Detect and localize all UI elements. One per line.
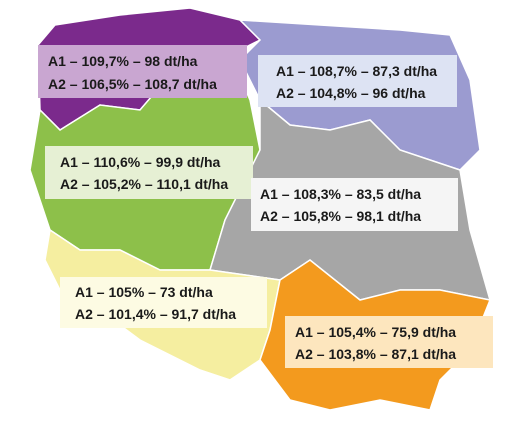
label-box — [45, 146, 253, 199]
label-box — [258, 55, 457, 107]
label-line: A1 – 108,7% – 87,3 dt/ha — [276, 63, 437, 79]
label-line: A2 – 101,4% – 91,7 dt/ha — [75, 306, 236, 322]
label-line: A2 – 105,8% – 98,1 dt/ha — [260, 208, 421, 224]
label-line: A2 – 103,8% – 87,1 dt/ha — [295, 346, 456, 362]
label-line: A1 – 105% – 73 dt/ha — [75, 284, 213, 300]
label-line: A1 – 108,3% – 83,5 dt/ha — [260, 186, 421, 202]
label-line: A1 – 110,6% – 99,9 dt/ha — [60, 154, 221, 170]
label-box — [60, 277, 267, 328]
label-box — [285, 316, 493, 368]
label-line: A1 – 105,4% – 75,9 dt/ha — [295, 324, 456, 340]
label-line: A1 – 109,7% – 98 dt/ha — [48, 53, 198, 69]
label-line: A2 – 106,5% – 108,7 dt/ha — [48, 76, 217, 92]
label-box — [38, 45, 247, 98]
label-line: A2 – 104,8% – 96 dt/ha — [276, 85, 426, 101]
label-box — [251, 178, 458, 231]
label-line: A2 – 105,2% – 110,1 dt/ha — [60, 176, 228, 192]
